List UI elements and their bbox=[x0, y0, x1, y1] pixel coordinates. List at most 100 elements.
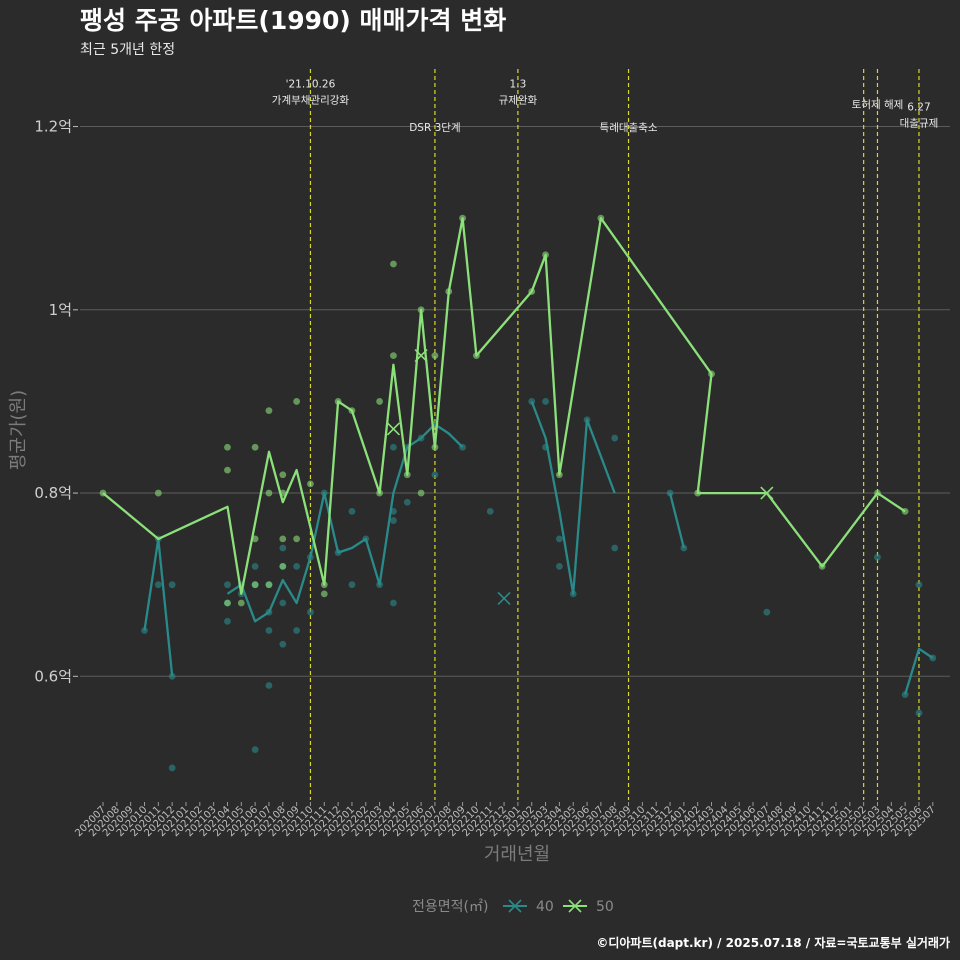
data-point bbox=[265, 407, 273, 414]
data-point bbox=[265, 489, 273, 497]
event-label: 가계부채관리강화 bbox=[272, 95, 350, 107]
data-point bbox=[293, 535, 301, 543]
data-point bbox=[874, 553, 881, 561]
legend-x-stroke bbox=[568, 899, 582, 913]
data-point bbox=[224, 443, 231, 451]
data-point bbox=[224, 617, 231, 625]
data-point bbox=[251, 562, 259, 570]
data-point bbox=[251, 746, 259, 754]
x-marker bbox=[497, 591, 511, 605]
data-point bbox=[376, 398, 383, 405]
series-40 bbox=[141, 398, 937, 772]
event-label: 규제완화 bbox=[499, 94, 538, 107]
event-label: DSR 3단계 bbox=[409, 122, 460, 134]
series-line bbox=[226, 423, 464, 623]
y-gridlines bbox=[80, 126, 950, 677]
data-point bbox=[555, 562, 563, 570]
chart-title: 팽성 주공 아파트(1990) 매매가격 변화 bbox=[80, 6, 506, 35]
data-point bbox=[320, 590, 328, 598]
source-caption: ©디아파트(dapt.kr) / 2025.07.18 / 자료=국토교통부 실… bbox=[596, 935, 950, 950]
legend-key-40: 40 bbox=[503, 899, 554, 915]
series-line bbox=[903, 647, 934, 695]
data-point bbox=[390, 352, 397, 360]
data-point bbox=[237, 599, 245, 607]
x-marker-stroke bbox=[414, 349, 428, 363]
data-point bbox=[293, 562, 301, 570]
chart-subtitle: 최근 5개년 한정 bbox=[80, 42, 175, 58]
data-point bbox=[915, 581, 923, 589]
data-point bbox=[307, 608, 314, 616]
series-line bbox=[668, 492, 686, 549]
event-label: '21.10.26 bbox=[286, 79, 336, 91]
data-point bbox=[431, 471, 439, 479]
data-point bbox=[279, 599, 287, 607]
legend-title: 전용면적(㎡) bbox=[412, 899, 488, 915]
data-point bbox=[390, 443, 397, 451]
y-tick-labels: 0.6억 0.8억 1억 1.2억 bbox=[34, 118, 78, 685]
event-label: 특례대출축소 bbox=[600, 122, 658, 134]
data-point bbox=[555, 535, 563, 543]
event-label: 대출규제 bbox=[900, 118, 939, 130]
legend-x-stroke bbox=[508, 899, 522, 913]
x-marker bbox=[414, 349, 428, 363]
series-line bbox=[102, 217, 906, 595]
series-50 bbox=[99, 214, 909, 607]
y-tick-label: 1.2억 bbox=[34, 118, 72, 136]
legend-key-50: 50 bbox=[563, 899, 614, 915]
data-point bbox=[611, 544, 619, 552]
data-point bbox=[390, 599, 397, 607]
data-point bbox=[265, 581, 273, 589]
data-point bbox=[265, 627, 273, 634]
data-point bbox=[486, 507, 494, 515]
data-point bbox=[417, 489, 425, 497]
data-point bbox=[279, 471, 287, 479]
data-point bbox=[251, 443, 259, 451]
data-point bbox=[293, 398, 301, 405]
series-layer bbox=[99, 214, 937, 772]
data-point bbox=[348, 581, 356, 589]
data-point bbox=[279, 544, 287, 552]
data-point bbox=[680, 544, 688, 552]
data-point bbox=[279, 562, 287, 570]
x-marker bbox=[760, 486, 774, 500]
data-point bbox=[542, 398, 549, 405]
data-point bbox=[431, 352, 439, 360]
data-point bbox=[307, 480, 314, 488]
data-point bbox=[611, 434, 619, 442]
x-marker-stroke bbox=[497, 591, 511, 605]
event-label: 토허제 해제 bbox=[852, 98, 904, 111]
data-point bbox=[279, 640, 287, 648]
data-point bbox=[265, 682, 273, 689]
data-point bbox=[279, 535, 287, 543]
y-tick-label: 0.6억 bbox=[34, 667, 72, 685]
data-point bbox=[251, 581, 259, 589]
data-point bbox=[224, 599, 231, 607]
data-point bbox=[915, 709, 923, 717]
legend-label: 40 bbox=[536, 899, 554, 915]
series-line bbox=[143, 537, 174, 677]
data-point bbox=[224, 581, 231, 589]
data-point bbox=[901, 691, 909, 699]
data-point bbox=[168, 581, 176, 589]
legend-label: 50 bbox=[596, 899, 614, 915]
data-point bbox=[390, 260, 397, 268]
data-point bbox=[168, 764, 176, 772]
data-point bbox=[154, 489, 162, 497]
event-label: 6.27 bbox=[907, 102, 930, 114]
data-point bbox=[390, 517, 397, 524]
x-marker-stroke bbox=[760, 486, 774, 500]
y-tick-label: 0.8억 bbox=[34, 484, 72, 502]
data-point bbox=[403, 498, 411, 506]
data-point bbox=[168, 672, 176, 680]
data-point bbox=[293, 627, 301, 634]
y-tick-label: 1억 bbox=[49, 301, 72, 319]
data-point bbox=[763, 608, 771, 616]
x-axis-title: 거래년월 bbox=[484, 844, 550, 865]
y-axis-title: 평균가(원) bbox=[8, 390, 29, 470]
series-line bbox=[530, 400, 616, 595]
event-label: 1.3 bbox=[510, 79, 527, 91]
data-point bbox=[154, 581, 162, 589]
x-tick-labels: 2020072020082020092020102020112020122021… bbox=[73, 802, 938, 839]
